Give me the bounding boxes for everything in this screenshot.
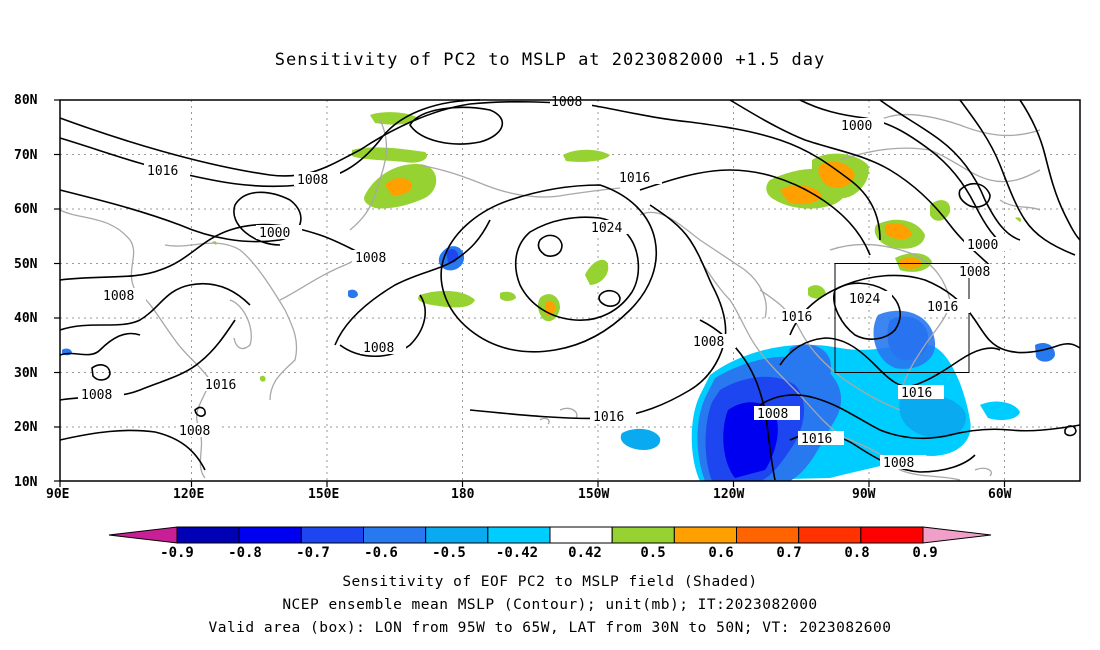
colorbar-label: -0.42 (496, 545, 538, 561)
colorbar-label: 0.8 (844, 545, 869, 561)
colorbar-cell (611, 526, 675, 544)
contour-label: 1008 (959, 265, 990, 280)
contour-label: 1008 (103, 289, 134, 304)
contour-labels: 1008 1000 1016 1008 1000 1008 1008 1016 … (81, 95, 999, 471)
latitude-labels: 80N 70N 60N 50N 40N 30N 20N 10N (14, 93, 38, 490)
contour-label: 1016 (927, 300, 958, 315)
colorbar-cell (798, 526, 862, 544)
lat-label: 40N (14, 311, 38, 326)
lon-label: 60W (988, 487, 1012, 502)
contour-label: 1016 (901, 386, 932, 401)
lon-label: 120E (173, 487, 204, 502)
contour-label: 1008 (179, 424, 210, 439)
contour-label: 1000 (967, 238, 998, 253)
contour-label: 1016 (593, 410, 624, 425)
negative-sensitivity-shading (62, 246, 1055, 481)
lat-label: 60N (14, 202, 38, 217)
contour-label: 1016 (781, 310, 812, 325)
colorbar-label: 0.5 (640, 545, 665, 561)
lat-label: 30N (14, 366, 38, 381)
colorbar-label: -0.9 (160, 545, 194, 561)
lon-label: 90E (46, 487, 69, 502)
colorbar-left-arrow (108, 526, 178, 544)
lon-label: 150W (578, 487, 609, 502)
colorbar-right-arrow (922, 526, 992, 544)
lon-label: 150E (308, 487, 339, 502)
colorbar-cell (363, 526, 427, 544)
colorbar-cell (736, 526, 800, 544)
colorbar-label: 0.6 (708, 545, 733, 561)
colorbar-cell (425, 526, 489, 544)
contour-label: 1024 (849, 292, 880, 307)
colorbar-label: -0.7 (296, 545, 330, 561)
lon-label: 120W (713, 487, 744, 502)
map-panel: 1008 1000 1016 1008 1000 1008 1008 1016 … (14, 93, 1081, 502)
lon-label: 180 (451, 487, 475, 502)
longitude-labels: 90E 120E 150E 180 150W 120W 90W 60W (46, 487, 1012, 502)
contour-label: 1024 (591, 221, 622, 236)
caption-contour: NCEP ensemble mean MSLP (Contour); unit(… (282, 597, 818, 613)
caption-shaded: Sensitivity of EOF PC2 to MSLP field (Sh… (342, 574, 758, 590)
contour-label: 1008 (363, 341, 394, 356)
colorbar-cell (487, 526, 551, 544)
colorbar-cell (300, 526, 365, 544)
chart-title: Sensitivity of PC2 to MSLP at 2023082000… (274, 50, 826, 70)
colorbar-cell (238, 526, 302, 544)
lat-label: 10N (14, 475, 38, 490)
valid-area-box (834, 263, 970, 373)
lat-label: 20N (14, 420, 38, 435)
contour-label: 1000 (259, 226, 290, 241)
colorbar-cell (673, 526, 737, 544)
contour-label: 1008 (551, 95, 582, 110)
colorbar-label: 0.7 (776, 545, 801, 561)
colorbar-label: -0.6 (364, 545, 398, 561)
lat-label: 70N (14, 148, 38, 163)
contour-label: 1008 (757, 407, 788, 422)
colorbar-cells (108, 526, 992, 544)
contour-label: 1000 (841, 119, 872, 134)
colorbar-label: 0.9 (912, 545, 937, 561)
lat-label: 50N (14, 257, 38, 272)
contour-label: 1016 (619, 171, 650, 186)
colorbar-cell (549, 526, 613, 544)
contour-label: 1008 (297, 173, 328, 188)
map-figure: 1008 1000 1016 1008 1000 1008 1008 1016 … (14, 93, 1081, 561)
lat-label: 80N (14, 93, 38, 108)
colorbar-label: -0.8 (228, 545, 262, 561)
axis-ticks (54, 99, 1006, 487)
contour-label: 1008 (81, 388, 112, 403)
colorbar-labels: -0.9 -0.8 -0.7 -0.6 -0.5 -0.42 0.42 0.5 … (160, 545, 938, 561)
caption-valid-area: Valid area (box): LON from 95W to 65W, L… (208, 620, 892, 636)
contour-label: 1016 (147, 164, 178, 179)
contour-label: 1016 (801, 432, 832, 447)
lon-label: 90W (852, 487, 876, 502)
contour-label: 1016 (205, 378, 236, 393)
colorbar: -0.9 -0.8 -0.7 -0.6 -0.5 -0.42 0.42 0.5 … (108, 526, 992, 561)
contour-label: 1008 (693, 335, 724, 350)
colorbar-cell (176, 526, 240, 544)
colorbar-label: 0.42 (568, 545, 602, 561)
colorbar-cell (860, 526, 924, 544)
map-frame (59, 99, 1081, 482)
contour-label: 1008 (883, 456, 914, 471)
colorbar-label: -0.5 (432, 545, 466, 561)
contour-label: 1008 (355, 251, 386, 266)
